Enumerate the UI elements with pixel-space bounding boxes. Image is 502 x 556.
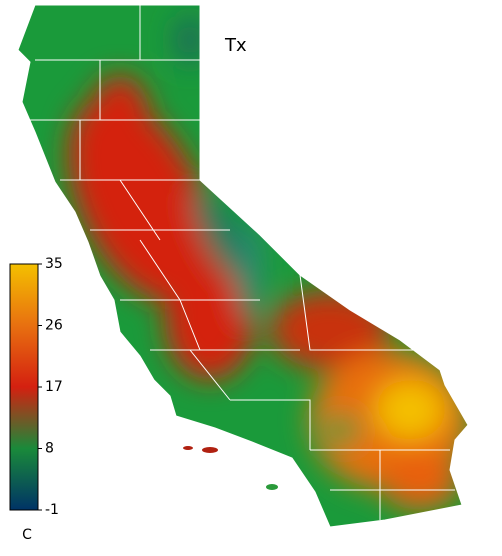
islands [183,446,278,490]
tick-label: 35 [45,256,63,272]
tick-label: 17 [45,379,63,395]
colorbar-ticks: 35 26 17 8 -1 [38,256,63,518]
tick-label: -1 [45,502,59,518]
map-title: Tx [224,35,247,56]
tick-label: 26 [45,318,63,334]
tick-label: 8 [45,441,54,457]
colorbar-unit: C [22,527,32,543]
colorbar [9,263,39,511]
state-outline [17,4,469,528]
